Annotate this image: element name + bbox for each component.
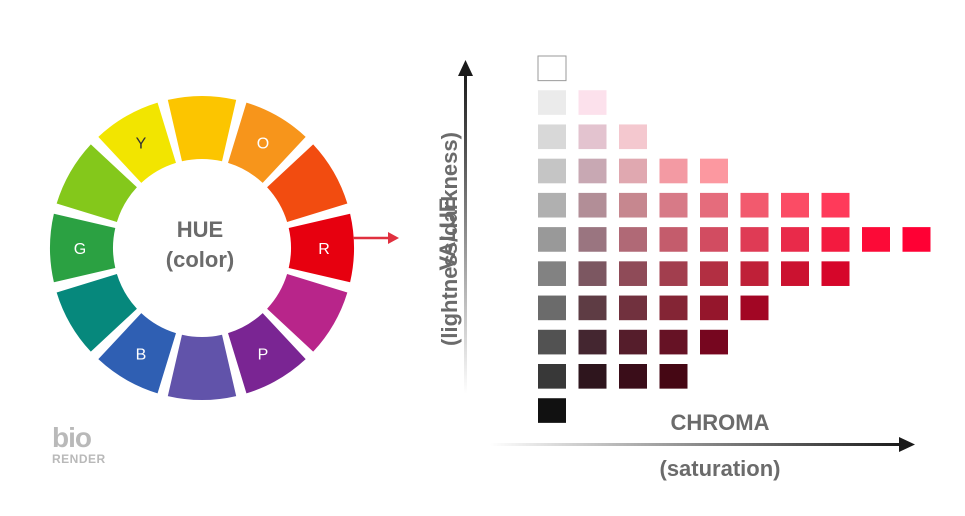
chroma-swatch [538, 329, 566, 355]
chroma-swatch [619, 329, 647, 355]
hue-segment [288, 213, 354, 283]
hue-subtitle: (color) [165, 247, 235, 272]
chroma-swatch [740, 227, 769, 252]
chroma-swatch [578, 124, 607, 150]
chroma-swatch [538, 124, 566, 150]
chroma-swatch [659, 295, 688, 321]
hue-segment [228, 313, 306, 394]
hue-letter: O [257, 135, 269, 152]
chroma-swatch [578, 90, 607, 115]
chroma-swatch [538, 227, 566, 252]
chroma-swatch [619, 192, 647, 218]
chroma-swatch [821, 192, 850, 218]
chroma-axis-sublabel: (saturation) [659, 456, 781, 481]
hue-to-chart-arrow-head [388, 232, 399, 244]
chroma-swatch [659, 329, 688, 355]
chroma-swatch [781, 227, 809, 252]
chroma-swatch [619, 261, 647, 286]
hue-segment [98, 102, 176, 183]
chroma-swatch [659, 192, 688, 218]
chroma-swatch [538, 90, 566, 115]
chroma-swatch [740, 261, 769, 286]
chroma-swatch [700, 295, 728, 321]
chroma-swatch [700, 227, 728, 252]
chroma-swatch [538, 158, 566, 184]
hue-letter: G [74, 241, 86, 258]
chroma-swatch [619, 364, 647, 389]
value-axis-arrowhead [458, 60, 473, 76]
hue-segment [98, 313, 176, 394]
chroma-swatch [862, 227, 890, 252]
chroma-swatch [538, 261, 566, 286]
hue-segment [267, 144, 348, 222]
chroma-swatch [700, 261, 728, 286]
value-axis-sublabel: (lightness/darkness) [437, 132, 462, 346]
hue-segment [267, 274, 348, 352]
chroma-swatch [578, 227, 607, 252]
hue-segment [228, 102, 306, 183]
chroma-value-swatches [537, 55, 931, 423]
chroma-swatch [538, 364, 566, 389]
chroma-swatch [659, 261, 688, 286]
chroma-swatch [538, 398, 566, 423]
chroma-swatch [578, 192, 607, 218]
hue-letter: P [258, 347, 269, 364]
chroma-swatch [821, 261, 850, 286]
chroma-swatch [538, 295, 566, 321]
hue-letter: Y [136, 135, 147, 152]
hue-segment [50, 213, 116, 283]
chroma-swatch [700, 329, 728, 355]
chroma-swatch [578, 261, 607, 286]
chroma-swatch [902, 227, 931, 252]
chroma-swatch [700, 192, 728, 218]
chroma-swatch [740, 295, 769, 321]
chroma-swatch [619, 124, 647, 150]
hue-segment [167, 96, 237, 162]
chroma-swatch [578, 295, 607, 321]
chroma-axis-label: CHROMA [670, 410, 770, 435]
logo-main-text: bio [52, 422, 92, 453]
chroma-swatch [659, 364, 688, 389]
chroma-swatch [781, 261, 809, 286]
hue-wheel-letters: R P B G Y O [74, 135, 330, 363]
chroma-swatch [537, 55, 567, 82]
hue-letter: R [318, 241, 330, 258]
chroma-swatch [659, 227, 688, 252]
value-axis-line [464, 72, 467, 394]
hue-wheel-segments [50, 96, 354, 400]
biorender-logo: bio RENDER [52, 422, 106, 467]
chroma-swatch [740, 192, 769, 218]
hue-letter: B [136, 347, 147, 364]
chroma-swatch [578, 158, 607, 184]
chroma-swatch [781, 192, 809, 218]
chroma-swatch [578, 329, 607, 355]
chroma-swatch [821, 227, 850, 252]
chroma-swatch [619, 227, 647, 252]
chroma-swatch [538, 192, 566, 218]
chroma-swatch [659, 158, 688, 184]
chroma-axis-line [490, 443, 902, 446]
logo-sub-text: RENDER [52, 452, 106, 466]
chroma-axis-arrowhead [899, 437, 915, 452]
hue-segment [56, 274, 137, 352]
hue-title: HUE [176, 217, 224, 242]
chroma-swatch [578, 364, 607, 389]
chroma-swatch [619, 158, 647, 184]
chroma-swatch [700, 158, 728, 184]
chroma-swatch [619, 295, 647, 321]
hue-segment [56, 144, 137, 222]
hue-segment [167, 334, 237, 400]
